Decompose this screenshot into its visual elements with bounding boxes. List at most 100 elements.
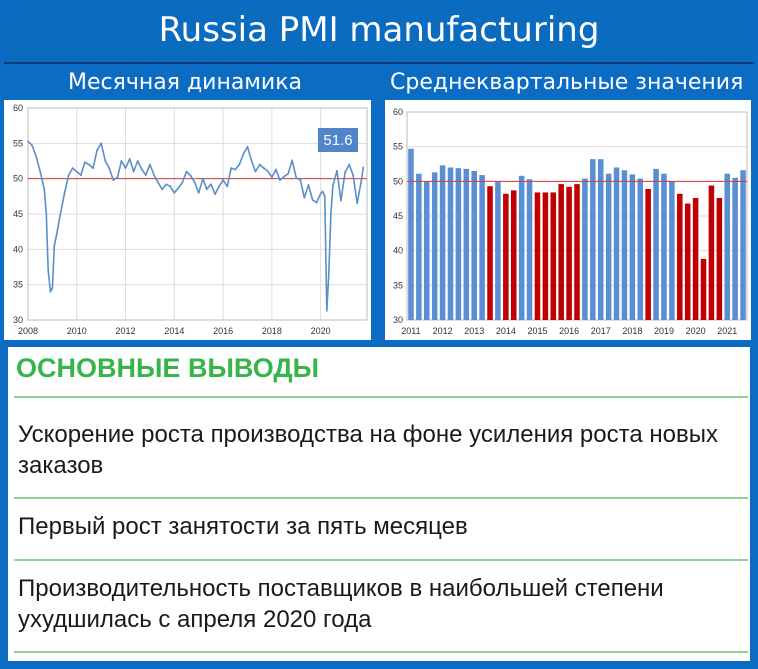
- x-tick-label: 2018: [262, 326, 282, 336]
- monthly-chart-panel: 30 35 40 45 50 55 60 2008 2010 2012 2014 2016 2018 20…: [4, 100, 371, 340]
- x-tick-label: 2016: [559, 326, 579, 336]
- data-point: [112, 179, 115, 181]
- data-point: [49, 290, 52, 293]
- data-point: [325, 309, 328, 312]
- bar: [439, 165, 446, 320]
- data-point: [71, 167, 74, 169]
- bar: [431, 172, 438, 320]
- last-value-label-box: [318, 128, 358, 152]
- data-point: [218, 185, 220, 188]
- bar: [605, 173, 612, 320]
- data-point: [262, 167, 265, 169]
- data-point: [39, 170, 42, 173]
- data-point: [161, 188, 164, 191]
- x-tick-label: 2017: [591, 326, 611, 336]
- title-bar: Russia PMI manufacturing: [4, 4, 754, 64]
- x-tick-label: 2013: [464, 326, 484, 336]
- y-tick-label: 50: [393, 176, 403, 186]
- bar: [558, 184, 564, 320]
- y-tick-label: 55: [13, 138, 23, 148]
- data-point: [59, 213, 62, 215]
- plot-area: [27, 107, 368, 321]
- data-point: [291, 159, 294, 162]
- bar: [503, 193, 509, 320]
- x-tick-label: 2020: [311, 326, 331, 336]
- conclusion-item: Производительность поставщиков в наиболь…: [18, 575, 664, 633]
- data-point: [311, 198, 314, 201]
- slide-title: Russia PMI manufacturing: [158, 10, 600, 50]
- data-point: [173, 191, 176, 194]
- bar: [542, 192, 549, 320]
- data-point: [242, 153, 245, 155]
- data-point: [136, 160, 139, 162]
- divider: [14, 497, 748, 499]
- x-tick-label: 2011: [401, 326, 420, 336]
- bar: [510, 190, 517, 320]
- x-tick-label: 2016: [213, 326, 233, 336]
- bar: [495, 181, 501, 320]
- bar: [684, 203, 691, 320]
- data-point: [352, 174, 354, 177]
- divider: [14, 559, 748, 561]
- data-point: [108, 167, 111, 169]
- data-point: [323, 195, 326, 198]
- data-point: [279, 179, 281, 181]
- data-point: [177, 186, 180, 189]
- x-tick-label: 2019: [654, 326, 674, 336]
- bar: [471, 170, 477, 320]
- bar: [661, 173, 667, 320]
- data-point: [181, 181, 184, 184]
- data-point: [169, 185, 172, 188]
- x-tick-label: 2018: [622, 326, 642, 336]
- data-point: [124, 167, 127, 169]
- bar: [550, 192, 557, 320]
- data-point: [222, 179, 225, 181]
- bar: [416, 173, 422, 320]
- bar: [629, 174, 636, 320]
- x-tick-label: 2008: [18, 326, 38, 336]
- bar: [463, 168, 470, 320]
- bar: [526, 179, 533, 320]
- data-point: [321, 190, 324, 193]
- bar: [621, 170, 628, 320]
- data-point: [331, 184, 334, 187]
- x-tick-label: 2012: [433, 326, 453, 336]
- data-point: [53, 244, 56, 247]
- bar: [708, 185, 715, 320]
- data-point: [43, 188, 46, 191]
- conclusion-item: Ускорение роста производства на фоне уси…: [18, 421, 718, 479]
- x-tick-label: 2012: [116, 326, 136, 336]
- data-point: [27, 140, 29, 143]
- data-point: [80, 174, 82, 177]
- data-point: [104, 160, 107, 162]
- data-point: [45, 213, 48, 215]
- bar: [740, 170, 746, 320]
- data-point: [153, 174, 155, 177]
- data-point: [344, 171, 346, 174]
- divider: [14, 396, 748, 398]
- data-point: [140, 168, 143, 171]
- bar: [700, 258, 707, 320]
- y-tick-label: 40: [393, 246, 403, 256]
- data-point: [165, 183, 168, 186]
- quarterly-pmi-bar-chart: 30 35 40 45 50 55 60 2011 2012 2013 2014 2015 2016 20…: [393, 107, 748, 336]
- data-point: [246, 145, 249, 148]
- data-point: [35, 155, 37, 157]
- data-point: [348, 163, 351, 166]
- conclusion-item: Первый рост занятости за пять месяцев: [18, 513, 468, 540]
- bar: [645, 188, 651, 320]
- divider: [14, 651, 748, 653]
- data-point: [214, 193, 216, 196]
- bar: [677, 193, 683, 320]
- data-point: [287, 172, 290, 175]
- x-tick-label: 2015: [527, 326, 547, 336]
- data-point: [96, 149, 98, 152]
- y-tick-label: 30: [393, 315, 403, 325]
- bar: [534, 192, 541, 320]
- data-point: [205, 188, 208, 191]
- data-point: [88, 163, 90, 166]
- bar: [613, 167, 620, 320]
- data-point: [83, 161, 86, 164]
- x-tick-label: 2021: [717, 326, 737, 336]
- quarterly-chart-subtitle: Среднеквартальные значения: [390, 70, 744, 95]
